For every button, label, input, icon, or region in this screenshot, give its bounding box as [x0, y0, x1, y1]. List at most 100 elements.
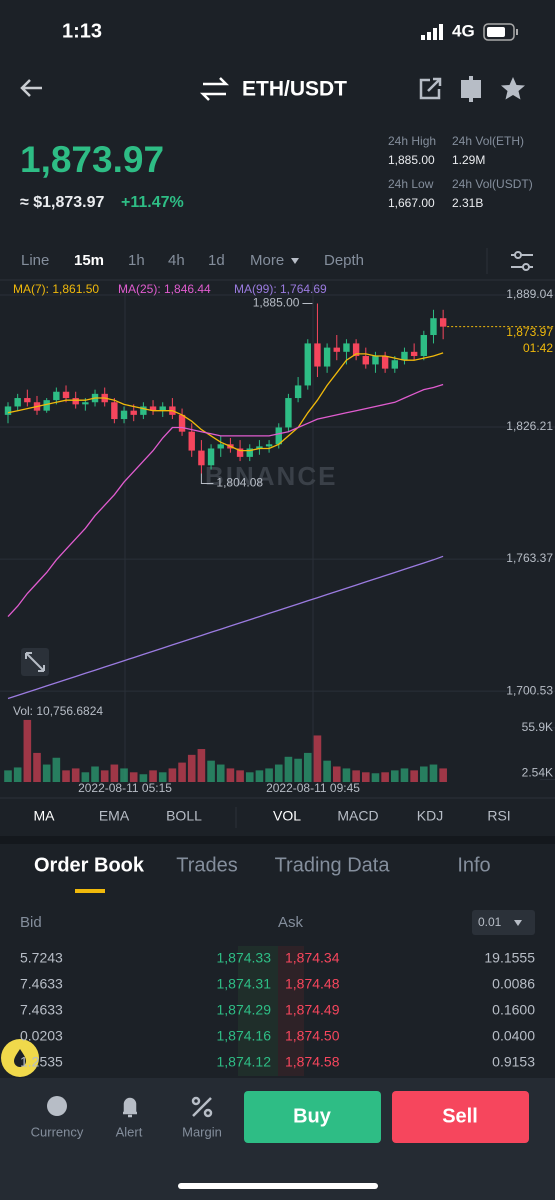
volume-bar [226, 768, 235, 782]
volume-bar [381, 772, 389, 782]
section-tab[interactable]: Info [457, 854, 490, 876]
section-tab[interactable]: Trading Data [275, 854, 391, 876]
volume-bar [139, 774, 148, 782]
precision-value[interactable]: 0.01 [478, 915, 502, 929]
volume-bar [332, 766, 341, 782]
volume-bar [313, 735, 322, 782]
share-icon[interactable] [419, 77, 442, 100]
section-tab[interactable]: Order Book [34, 854, 145, 876]
volume-bar [352, 770, 360, 782]
low-label: 1,804.08 [216, 476, 263, 490]
stat-value: 2.31B [452, 196, 483, 210]
volume-bar [236, 770, 244, 782]
y-tick-label: 1,763.37 [506, 551, 553, 565]
indicator-tab[interactable]: MA [34, 808, 56, 824]
candle-body [362, 356, 369, 365]
interval-tab[interactable]: 1d [208, 252, 225, 269]
volume-bar [13, 767, 22, 782]
signal-icon [421, 24, 443, 40]
book-icon[interactable] [461, 76, 481, 102]
indicator-tab[interactable]: EMA [99, 808, 130, 824]
ask-price: 1,874.34 [285, 950, 340, 966]
candle-body [304, 343, 311, 386]
volume-bar [197, 749, 206, 782]
stat-label: 24h Low [388, 177, 434, 191]
volume-bar [216, 764, 225, 782]
ask-price: 1,874.50 [285, 1028, 340, 1044]
volume-tick-label: 2.54K [522, 766, 553, 780]
bid-amount: 1.2535 [20, 1054, 63, 1070]
back-button[interactable] [20, 79, 42, 97]
candle-body [178, 414, 186, 432]
alert-icon[interactable] [123, 1097, 137, 1118]
candle-body [24, 398, 31, 403]
candle-body [111, 402, 118, 420]
candle-body [149, 406, 157, 411]
nav-label[interactable]: Margin [182, 1124, 222, 1139]
interval-tab[interactable]: Line [21, 252, 49, 269]
buy-label[interactable]: Buy [293, 1105, 332, 1127]
ask-amount: 0.9153 [492, 1054, 535, 1070]
indicator-tab[interactable]: VOL [273, 808, 301, 824]
indicator-tab[interactable]: RSI [487, 808, 510, 824]
interval-tab[interactable]: 1h [128, 252, 145, 269]
countdown-tag: 01:42 [523, 341, 553, 355]
volume-bar [274, 764, 283, 782]
section-tab[interactable]: Trades [176, 854, 238, 876]
nav-label[interactable]: Alert [116, 1124, 143, 1139]
status-time: 1:13 [62, 20, 102, 42]
last-price-tag: 1,873.97 [506, 325, 553, 339]
price-change: +11.47% [121, 194, 184, 211]
volume-bar [4, 770, 12, 782]
volume-bar [371, 773, 380, 782]
volume-bar [110, 764, 119, 782]
candle-body [130, 410, 137, 415]
candle-body [275, 427, 282, 445]
usd-price: ≈ $1,873.97 [20, 194, 105, 211]
interval-tab[interactable]: 15m [74, 252, 104, 269]
volume-bar [265, 768, 273, 782]
interval-tab[interactable]: 4h [168, 252, 185, 269]
moving-average-line [7, 352, 444, 452]
volume-bar [100, 770, 109, 782]
candle-body [391, 360, 398, 369]
candle-body [14, 398, 21, 407]
candle-body [410, 351, 418, 357]
volume-bar [120, 768, 128, 782]
volume-bar [187, 754, 196, 782]
indicator-tab[interactable]: BOLL [166, 808, 202, 824]
candle-body [333, 347, 340, 352]
candle-body [285, 398, 292, 428]
indicator-tab[interactable]: KDJ [417, 808, 443, 824]
volume-bar [303, 752, 312, 782]
margin-icon[interactable] [191, 1096, 213, 1118]
volume-bar [245, 772, 254, 782]
favorite-icon[interactable] [501, 77, 525, 100]
currency-icon[interactable] [47, 1096, 67, 1116]
sell-button[interactable] [392, 1091, 529, 1143]
bid-header: Bid [20, 914, 42, 931]
indicator-tab[interactable]: MACD [337, 808, 378, 824]
buy-button[interactable] [244, 1091, 381, 1143]
volume-bar [410, 770, 418, 782]
volume-bar [178, 762, 186, 782]
expand-button[interactable] [21, 648, 49, 676]
chart-settings-icon[interactable] [511, 251, 533, 271]
interval-tab[interactable]: More [250, 252, 284, 269]
candle-body [62, 391, 70, 399]
interval-tab[interactable]: Depth [324, 252, 364, 269]
bid-price: 1,874.33 [217, 950, 272, 966]
ask-price: 1,874.48 [285, 976, 340, 992]
last-price: 1,873.97 [20, 139, 164, 180]
volume-bar [429, 764, 438, 782]
swap-icon[interactable] [199, 77, 230, 101]
candle-body [430, 318, 437, 336]
nav-label[interactable]: Currency [31, 1124, 84, 1139]
candle-body [53, 391, 60, 401]
candle-body [120, 410, 128, 420]
sell-label[interactable]: Sell [442, 1105, 478, 1127]
candle-body [217, 444, 224, 449]
ma-legend: MA(99): 1,764.69 [234, 282, 327, 296]
precision-select[interactable] [472, 910, 535, 935]
